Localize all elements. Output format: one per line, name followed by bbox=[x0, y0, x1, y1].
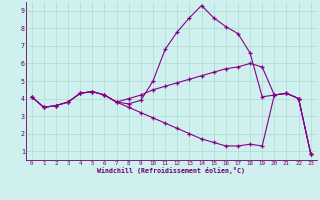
X-axis label: Windchill (Refroidissement éolien,°C): Windchill (Refroidissement éolien,°C) bbox=[97, 167, 245, 174]
